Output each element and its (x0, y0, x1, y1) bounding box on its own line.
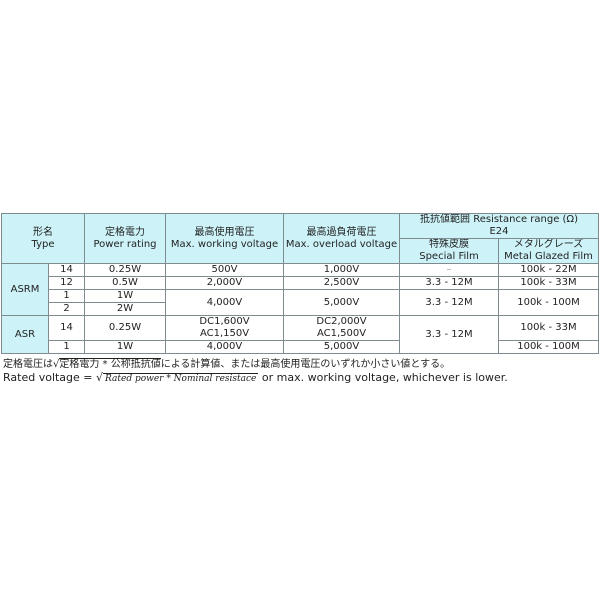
overload-voltage: 5,000V (283, 289, 400, 316)
metal-glazed: 100k - 100M (497, 340, 600, 354)
size: 14 (48, 263, 85, 277)
special-film: 3.3 - 12M (399, 276, 499, 290)
working-voltage: 500V (165, 263, 284, 277)
special-film: 3.3 - 12M (399, 289, 499, 316)
overload-voltage: 2,500V (283, 276, 400, 290)
type-name: ASR (1, 315, 49, 354)
table-row: 1 1W 4,000V 5,000V 100k - 100M (2, 340, 600, 354)
size: 14 (48, 315, 85, 341)
table-row: ASR 14 0.25W DC1,600V AC1,150V DC2,000V AC… (1, 315, 600, 354)
working-voltage: 4,000V (165, 289, 284, 316)
metal-glazed: 100k - 100M (497, 289, 600, 316)
special-film: – (399, 263, 499, 277)
header-overload-voltage: 最高過負荷電圧 Max. overload voltage (283, 213, 400, 264)
header-metal-glazed: メタルグレーズ Metal Glazed Film (497, 238, 600, 264)
working-voltage: DC1,600V AC1,150V (165, 315, 284, 341)
metal-glazed: 100k - 33M (497, 276, 600, 290)
overload-voltage: DC2,000V AC1,500V (283, 315, 400, 341)
header-special-film: 特殊皮膜 Special Film (399, 238, 499, 264)
special-film: 3.3 - 12M (399, 315, 499, 354)
power: 2W (84, 302, 166, 316)
footnote-en: Rated voltage = √ Rated power * Nominal r… (3, 371, 508, 384)
footnote-ja: 定格電圧は√定格電力 * 公称抵抗値による計算値、または最高使用電圧のいずれか小… (3, 358, 451, 370)
metal-glazed: 100k - 33M (497, 315, 600, 341)
metal-glazed: 100k - 22M (497, 263, 600, 277)
table-row: ASRM 14 0.25W 500V 1,000V – 100k - 22M (1, 263, 600, 316)
overload-voltage: 5,000V (283, 340, 400, 354)
size: 1 (48, 289, 85, 303)
power: 0.5W (84, 276, 166, 290)
header-working-voltage: 最高使用電圧 Max. working voltage (165, 213, 284, 264)
working-voltage: 2,000V (165, 276, 284, 290)
table-row: 12 0.5W 2,000V 2,500V 3.3 - 12M 100k - 3… (2, 276, 600, 290)
type-name: ASRM (1, 263, 49, 316)
size: 12 (48, 276, 85, 290)
size: 2 (48, 302, 85, 316)
size: 1 (48, 340, 85, 354)
overload-voltage: 1,000V (283, 263, 400, 277)
header-type: 形名 Type (1, 213, 85, 264)
table-row: 1 1W 4,000V 5,000V 3.3 - 12M 100k - 100M (2, 289, 600, 316)
header-resistance-range: 抵抗値範囲 Resistance range (Ω) E24 (398, 213, 600, 239)
spec-table: 形名 Type 定格電力 Power rating 最高使用電圧 Max. worki… (1, 213, 600, 354)
power: 0.25W (84, 263, 166, 277)
power: 1W (84, 340, 166, 354)
working-voltage: 4,000V (165, 340, 284, 354)
header-power: 定格電力 Power rating (84, 213, 166, 264)
power: 1W (84, 289, 166, 303)
power: 0.25W (84, 315, 166, 341)
